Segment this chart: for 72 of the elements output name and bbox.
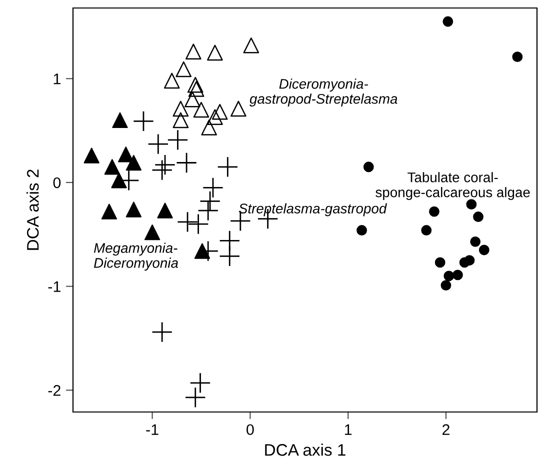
point [217, 156, 238, 178]
x-tick-label: 0 [246, 424, 254, 436]
point [440, 280, 452, 291]
point [452, 270, 463, 280]
point [112, 112, 128, 128]
point [185, 44, 202, 60]
point [176, 152, 198, 174]
annotation: Streptelasma-gastropod [238, 203, 388, 216]
point [101, 204, 118, 220]
point [177, 211, 198, 232]
point [466, 199, 477, 210]
point [464, 255, 475, 266]
point [164, 72, 180, 89]
point [473, 212, 484, 222]
point [167, 129, 188, 150]
point [212, 104, 228, 120]
point [148, 134, 169, 155]
point [152, 160, 173, 181]
point [157, 202, 173, 218]
point [207, 109, 223, 125]
point [198, 200, 219, 222]
point [201, 120, 217, 136]
y-tick-label: 0 [53, 177, 61, 188]
point [184, 91, 200, 108]
annotation: Megamyonia- Diceromyonia [94, 242, 178, 271]
y-tick-label: -1 [48, 281, 60, 292]
point [188, 81, 204, 97]
y-tick-label: 1 [54, 74, 60, 84]
point [512, 52, 523, 62]
y-axis-title: DCA axis 2 [26, 170, 39, 250]
point [104, 159, 120, 175]
point [230, 100, 246, 117]
point [442, 16, 454, 27]
annotation: Diceromyonia- gastropod-Streptelasma [250, 78, 398, 107]
point [200, 190, 221, 212]
point [172, 100, 189, 117]
point [187, 76, 204, 93]
point [154, 154, 176, 176]
point [194, 243, 210, 259]
point [172, 112, 189, 128]
point [176, 61, 192, 78]
point [198, 240, 219, 262]
point [356, 225, 367, 236]
point [188, 214, 209, 235]
point [111, 172, 127, 188]
point [84, 148, 100, 164]
x-axis-title: DCA axis 1 [265, 444, 346, 456]
point [126, 202, 142, 218]
point [144, 224, 160, 240]
point [363, 162, 374, 172]
point [126, 154, 142, 171]
y-tick-label: -2 [48, 385, 60, 396]
point [193, 102, 210, 118]
x-tick-label: -1 [146, 424, 158, 435]
x-tick-label: 1 [344, 424, 352, 435]
point [132, 110, 154, 132]
x-tick-label: 2 [442, 424, 450, 435]
point [243, 37, 260, 54]
point [429, 206, 440, 217]
point [478, 244, 490, 256]
point [202, 177, 224, 198]
point [190, 372, 211, 394]
point [118, 146, 134, 162]
point [434, 257, 446, 268]
annotation: Tabulate coral- sponge-calcareous algae [376, 172, 530, 200]
point [470, 236, 481, 247]
point [444, 270, 454, 282]
point [152, 322, 173, 343]
point [421, 225, 432, 236]
point [207, 44, 223, 61]
point [184, 386, 206, 408]
point [219, 246, 240, 267]
